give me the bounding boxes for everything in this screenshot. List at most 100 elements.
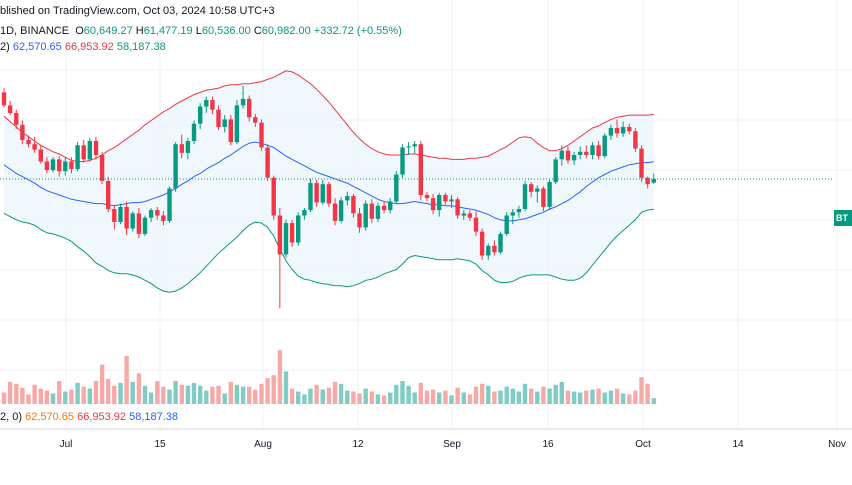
- volume-bar: [400, 381, 405, 404]
- volume-bar: [191, 382, 197, 404]
- published-text: blished on TradingView.com, Oct 03, 2024…: [0, 5, 275, 17]
- volume-bar: [173, 381, 178, 404]
- candle: [375, 202, 381, 222]
- candle: [234, 100, 240, 145]
- candle-body: [627, 127, 632, 132]
- volume-bar: [136, 373, 142, 404]
- candle: [38, 145, 43, 164]
- bb-basis-value: 62,570.65: [12, 41, 62, 53]
- volume-bar: [351, 391, 356, 404]
- candle: [320, 179, 325, 205]
- low-label: L: [195, 25, 202, 37]
- candle: [633, 128, 638, 152]
- candle-body: [20, 124, 25, 140]
- candle-body: [608, 128, 614, 136]
- volume-legend[interactable]: 2, 0) 62,570.65 66,953.92 58,187.38: [0, 411, 178, 423]
- candle-body: [412, 144, 417, 147]
- volume-bar: [228, 381, 233, 404]
- candle-body: [345, 196, 350, 201]
- candle-body: [289, 223, 295, 243]
- bollinger-band-fill: [4, 70, 654, 293]
- interval-exchange: 1D, BINANCE: [0, 25, 70, 37]
- candle-body: [565, 150, 571, 161]
- volume-bar: [253, 389, 258, 404]
- volume-bar: [314, 384, 319, 404]
- candle-body: [571, 155, 577, 161]
- candle: [14, 109, 19, 130]
- candle: [388, 198, 393, 214]
- volume-bar: [265, 378, 270, 404]
- candle-body: [394, 174, 399, 202]
- candle: [265, 144, 270, 181]
- volume-bar: [443, 390, 448, 404]
- candle-body: [228, 119, 233, 143]
- bollinger-upper-line: [3, 70, 654, 162]
- candle: [578, 146, 583, 160]
- candle: [155, 206, 160, 220]
- candle-body: [516, 209, 522, 213]
- volume-bar: [516, 391, 522, 404]
- volume-bar: [418, 382, 423, 404]
- candle: [277, 208, 283, 309]
- volume-legend-value-1: 62,570.65: [25, 411, 75, 423]
- candle: [504, 212, 509, 236]
- candle-body: [142, 217, 148, 234]
- bollinger-lower-line: [3, 208, 654, 293]
- candle: [449, 195, 454, 208]
- candle: [590, 142, 595, 160]
- candle: [93, 136, 99, 160]
- candle: [161, 211, 166, 226]
- candle-body: [216, 109, 221, 127]
- volume-bar: [283, 371, 289, 404]
- close-label: C: [253, 25, 262, 37]
- header-line-1: blished on TradingView.com, Oct 03, 2024…: [0, 5, 275, 17]
- volume-bar: [633, 390, 638, 404]
- bollinger-legend[interactable]: 2) 62,570.65 66,953.92 58,187.38: [0, 41, 166, 53]
- volume-legend-prefix: 2, 0): [0, 411, 23, 423]
- candle: [424, 191, 430, 202]
- candle: [185, 137, 191, 160]
- candle: [639, 145, 644, 182]
- candlesticks: [1, 85, 656, 309]
- candle-body: [38, 149, 43, 162]
- volume-bar: [259, 383, 264, 404]
- candle: [473, 211, 479, 236]
- candle-body: [222, 119, 227, 127]
- volume-bar: [363, 388, 368, 404]
- candle-body: [308, 183, 313, 211]
- candle-body: [7, 105, 13, 113]
- candle-body: [302, 210, 307, 216]
- volume-bar: [381, 395, 387, 404]
- volume-bar: [614, 388, 620, 404]
- candle: [32, 136, 37, 153]
- candle-body: [430, 198, 436, 211]
- candle-body: [130, 213, 135, 229]
- candle: [394, 171, 399, 204]
- candle-body: [179, 144, 184, 153]
- volume-bar: [130, 381, 135, 404]
- volume-bar: [498, 390, 503, 404]
- time-axis[interactable]: Jul 15 Aug 12 Sep 16 Oct 14 Nov: [60, 439, 846, 450]
- volume-bar: [504, 386, 509, 404]
- candle-body: [81, 145, 86, 160]
- candle: [559, 145, 564, 166]
- candle: [142, 215, 148, 236]
- candle-body: [93, 141, 99, 155]
- volume-bar: [69, 389, 74, 404]
- time-tick-label: Aug: [254, 439, 272, 450]
- candle: [1, 88, 7, 108]
- volume-bar: [161, 386, 166, 404]
- volume-bar: [63, 391, 68, 404]
- volume-bar: [369, 391, 374, 404]
- candle: [651, 173, 656, 184]
- volume-bar: [584, 390, 589, 404]
- candle-body: [639, 148, 644, 178]
- volume-bar: [375, 394, 381, 404]
- candle: [191, 120, 197, 145]
- volume-bar: [547, 388, 552, 404]
- candle-body: [44, 161, 50, 171]
- candle: [492, 240, 497, 256]
- candle-body: [492, 245, 497, 253]
- candle-body: [559, 150, 564, 160]
